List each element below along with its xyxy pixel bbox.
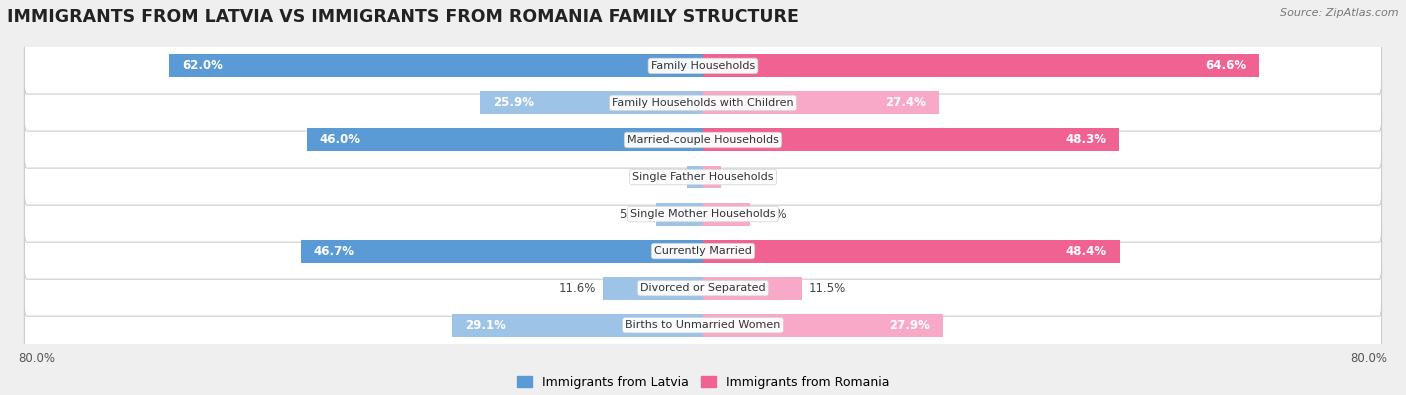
Text: 46.0%: 46.0% [319,134,361,147]
Bar [703,276,801,299]
Text: Family Households: Family Households [651,61,755,71]
FancyBboxPatch shape [24,112,1382,168]
FancyBboxPatch shape [24,149,1382,205]
Bar [453,314,703,337]
Text: 64.6%: 64.6% [1205,59,1246,72]
Bar [307,128,703,151]
Text: 27.4%: 27.4% [886,96,927,109]
Text: 11.5%: 11.5% [808,282,846,295]
Text: 5.5%: 5.5% [758,207,787,220]
Bar [703,314,943,337]
Bar [655,203,703,226]
Bar [603,276,703,299]
Text: 11.6%: 11.6% [558,282,596,295]
Bar [703,92,939,115]
Text: Family Households with Children: Family Households with Children [612,98,794,108]
Text: 29.1%: 29.1% [465,319,506,332]
Text: 48.4%: 48.4% [1066,245,1107,258]
Text: 62.0%: 62.0% [181,59,224,72]
FancyBboxPatch shape [24,75,1382,131]
Text: Single Father Households: Single Father Households [633,172,773,182]
Text: Divorced or Separated: Divorced or Separated [640,283,766,293]
Text: Currently Married: Currently Married [654,246,752,256]
FancyBboxPatch shape [24,223,1382,279]
Bar [169,55,703,77]
Legend: Immigrants from Latvia, Immigrants from Romania: Immigrants from Latvia, Immigrants from … [512,371,894,394]
Bar [703,240,1119,263]
Bar [703,166,721,188]
Text: Source: ZipAtlas.com: Source: ZipAtlas.com [1281,8,1399,18]
Bar [703,55,1260,77]
Bar [301,240,703,263]
Text: 5.5%: 5.5% [619,207,648,220]
Text: 80.0%: 80.0% [1351,352,1388,365]
Text: IMMIGRANTS FROM LATVIA VS IMMIGRANTS FROM ROMANIA FAMILY STRUCTURE: IMMIGRANTS FROM LATVIA VS IMMIGRANTS FRO… [7,8,799,26]
Text: 25.9%: 25.9% [494,96,534,109]
Text: 80.0%: 80.0% [18,352,55,365]
Bar [686,166,703,188]
FancyBboxPatch shape [24,38,1382,94]
Text: 27.9%: 27.9% [890,319,931,332]
FancyBboxPatch shape [24,260,1382,316]
Text: 46.7%: 46.7% [314,245,354,258]
FancyBboxPatch shape [24,186,1382,242]
Text: 48.3%: 48.3% [1064,134,1107,147]
Bar [703,128,1119,151]
FancyBboxPatch shape [24,297,1382,353]
Bar [703,203,751,226]
Text: 2.1%: 2.1% [728,171,758,184]
Text: Married-couple Households: Married-couple Households [627,135,779,145]
Text: Births to Unmarried Women: Births to Unmarried Women [626,320,780,330]
Text: 1.9%: 1.9% [650,171,679,184]
Bar [479,92,703,115]
Text: Single Mother Households: Single Mother Households [630,209,776,219]
